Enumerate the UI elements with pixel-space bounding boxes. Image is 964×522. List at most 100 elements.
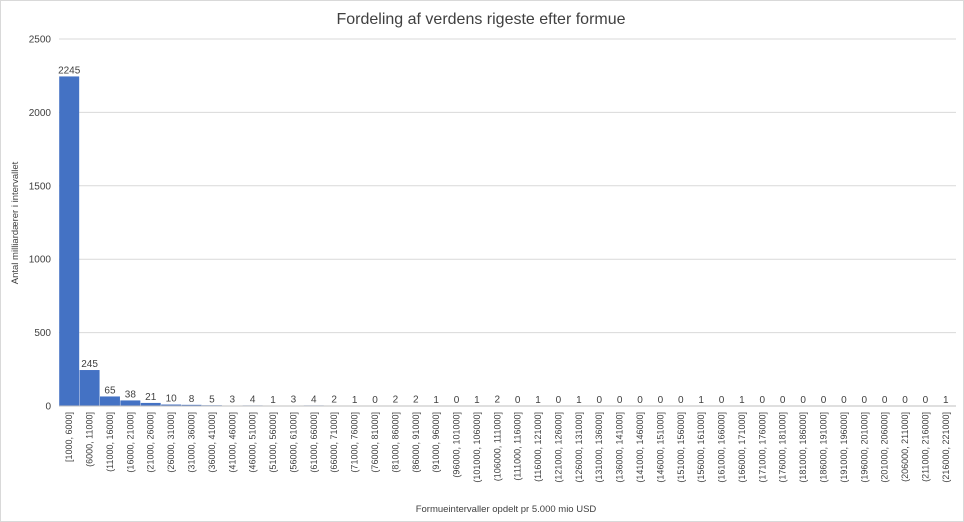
data-label: 0: [372, 395, 378, 406]
bar: [161, 404, 182, 406]
x-tick-label: (211000, 216000]: [920, 412, 930, 482]
y-tick-label: 0: [45, 402, 51, 413]
x-tick-label: (66000, 71000]: [329, 412, 339, 473]
data-label: 0: [902, 395, 908, 406]
data-label: 21: [145, 392, 157, 403]
data-label: 1: [943, 395, 949, 406]
chart-title: Fordeling af verdens rigeste efter formu…: [336, 11, 625, 28]
x-axis-title: Formueintervaller opdelt pr 5.000 mio US…: [416, 504, 597, 515]
x-tick-label: (11000, 16000]: [105, 412, 115, 472]
data-label: 0: [821, 395, 827, 406]
x-tick-label: (181000, 186000]: [798, 412, 808, 483]
data-label: 0: [678, 395, 684, 406]
x-tick-label: (191000, 196000]: [839, 412, 849, 483]
y-tick-label: 2500: [29, 35, 52, 46]
x-tick-label: (156000, 161000]: [696, 412, 706, 483]
bar: [59, 76, 80, 407]
data-label: 4: [250, 394, 256, 405]
x-tick-label: (161000, 166000]: [717, 412, 727, 483]
x-tick-label: (116000, 121000]: [533, 412, 543, 482]
data-label: 0: [719, 395, 725, 406]
x-tick-label: (106000, 111000]: [492, 412, 502, 481]
data-label: 2: [393, 395, 399, 406]
data-label: 0: [637, 395, 643, 406]
data-label: 65: [104, 385, 116, 396]
x-tick-label: (31000, 36000]: [187, 412, 197, 473]
data-label: 1: [739, 395, 745, 406]
bar: [140, 402, 161, 406]
data-label: 2: [495, 395, 501, 406]
data-label: 0: [617, 395, 623, 406]
data-label: 0: [800, 395, 806, 406]
x-tick-label: (36000, 41000]: [207, 412, 217, 473]
x-tick-label: (201000, 206000]: [880, 412, 890, 483]
data-label: 3: [230, 395, 236, 406]
y-tick-label: 500: [34, 328, 51, 339]
x-tick-label: (96000, 101000]: [452, 412, 462, 478]
x-tick-label: [1000, 6000]: [64, 412, 74, 462]
data-label: 0: [882, 395, 888, 406]
x-tick-label: (76000, 81000]: [370, 412, 380, 473]
data-label: 0: [861, 395, 867, 406]
x-tick-label: (186000, 191000]: [818, 412, 828, 483]
data-label: 38: [125, 389, 137, 400]
bar: [120, 400, 141, 406]
x-tick-label: (16000, 21000]: [125, 412, 135, 473]
data-label: 0: [760, 395, 766, 406]
data-label: 4: [311, 394, 317, 405]
y-tick-label: 2000: [29, 108, 52, 119]
x-tick-label: (126000, 131000]: [574, 412, 584, 483]
x-tick-label: (206000, 211000]: [900, 412, 910, 482]
data-label: 1: [352, 395, 358, 406]
x-tick-label: (101000, 106000]: [472, 412, 482, 483]
x-tick-label: (46000, 51000]: [248, 412, 258, 473]
data-label: 8: [189, 394, 195, 405]
x-tick-label: (136000, 141000]: [615, 412, 625, 483]
x-tick-label: (6000, 11000]: [85, 412, 95, 467]
data-label: 2: [331, 395, 337, 406]
bar: [99, 396, 120, 406]
x-tick-label: (216000, 221000]: [941, 412, 951, 483]
data-label: 1: [270, 395, 276, 406]
x-tick-label: (171000, 176000]: [757, 412, 767, 483]
x-tick-label: (61000, 66000]: [309, 412, 319, 473]
data-label: 0: [658, 395, 664, 406]
x-tick-label: (26000, 31000]: [166, 412, 176, 473]
y-tick-label: 1000: [29, 255, 52, 266]
x-tick-label: (196000, 201000]: [859, 412, 869, 483]
data-label: 1: [433, 395, 439, 406]
data-label: 10: [166, 394, 178, 405]
data-label: 0: [556, 395, 562, 406]
data-label: 2245: [58, 65, 81, 76]
data-label: 1: [535, 395, 541, 406]
data-label: 1: [576, 395, 582, 406]
data-label: 0: [923, 395, 929, 406]
x-tick-label: (56000, 61000]: [288, 412, 298, 473]
bars: [59, 76, 956, 407]
y-tick-label: 1500: [29, 181, 52, 192]
data-label: 1: [474, 395, 480, 406]
data-label: 3: [291, 395, 297, 406]
bar: [79, 370, 100, 406]
gridlines: [59, 38, 956, 334]
data-label: 1: [698, 395, 704, 406]
data-label: 5: [209, 394, 215, 405]
x-tick-label: (21000, 26000]: [146, 412, 156, 473]
x-tick-label: (146000, 151000]: [655, 412, 665, 483]
data-label: 0: [596, 395, 602, 406]
data-label: 0: [841, 395, 847, 406]
x-tick-label: (51000, 56000]: [268, 412, 278, 473]
data-label: 245: [81, 359, 98, 370]
x-tick-label: (86000, 91000]: [411, 412, 421, 473]
x-tick-label: (141000, 146000]: [635, 412, 645, 483]
data-label: 0: [780, 395, 786, 406]
x-axis-ticks: [1000, 6000] (6000, 11000] (11000, 16000] (…: [64, 412, 951, 483]
bar: [181, 404, 202, 406]
y-axis-ticks: 0 500 1000 1500 2000 2500: [29, 35, 52, 413]
x-tick-label: (81000, 86000]: [390, 412, 400, 473]
x-tick-label: (91000, 96000]: [431, 412, 441, 473]
x-tick-label: (166000, 171000]: [737, 412, 747, 483]
y-axis-title: Antal milliardærer i intervallet: [10, 161, 21, 284]
